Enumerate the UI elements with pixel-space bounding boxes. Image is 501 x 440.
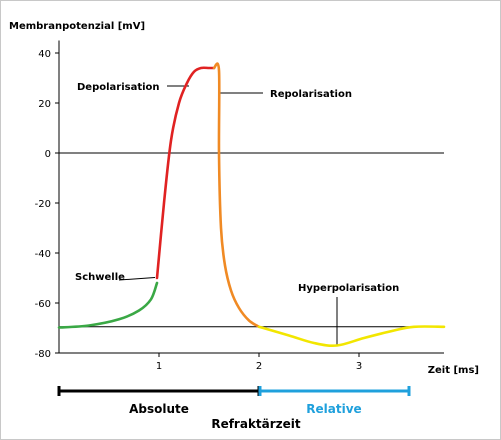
axes: 40 20 0 -20 -40 -60 -80 1 2 3 Membranpotenzial [mV… (9, 21, 479, 376)
y-axis-title: Membranpotenzial [mV] (9, 21, 145, 32)
relative-label: Relative (306, 402, 361, 416)
annotation-repolarisation: Repolarisation (270, 89, 352, 100)
annotation-leaders (118, 85, 338, 346)
y-tick-label: -20 (35, 199, 51, 210)
y-tick-label: 0 (45, 149, 51, 160)
series-resting_rise (57, 281, 159, 329)
x-tick-label: 2 (256, 361, 262, 372)
y-tick-label: -60 (35, 299, 51, 310)
series-layer (57, 62, 446, 347)
y-tick-label: -80 (35, 349, 51, 360)
absolute-label: Absolute (129, 402, 189, 416)
y-tick-label: 20 (38, 99, 51, 110)
reference-lines (59, 152, 444, 328)
leader-line (118, 277, 156, 281)
y-tick-label: -40 (35, 249, 51, 260)
refractory-bars: Absolute Relative Refraktärzeit (57, 386, 411, 431)
annotation-schwelle: Schwelle (75, 272, 125, 283)
series-hyperpolarisation (257, 325, 446, 347)
x-axis-title: Zeit [ms] (428, 365, 479, 376)
series-depolarisation (155, 66, 216, 280)
y-tick-label: 40 (38, 49, 51, 60)
x-tick-label: 3 (356, 361, 362, 372)
annotation-hyperpolarisation: Hyperpolarisation (298, 283, 399, 294)
x-tick-label: 1 (156, 361, 162, 372)
labels: Depolarisation Repolarisation Schwelle Hype… (75, 82, 399, 294)
annotation-depolarisation: Depolarisation (77, 82, 160, 93)
series-repolarisation (212, 62, 261, 329)
refractory-caption: Refraktärzeit (211, 417, 301, 431)
